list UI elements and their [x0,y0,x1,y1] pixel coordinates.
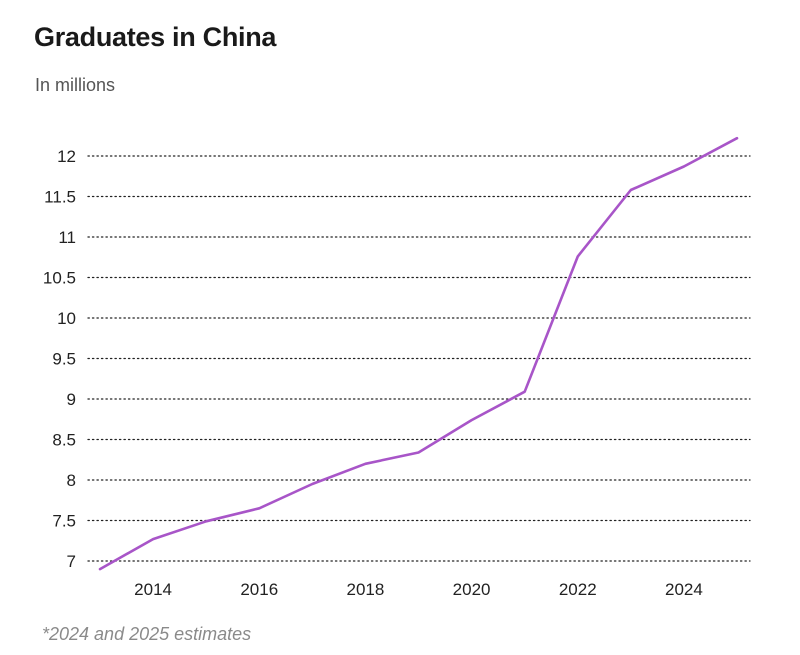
chart-subtitle: In millions [35,75,116,95]
x-tick-label: 2016 [240,580,278,599]
x-axis-ticks: 2014 2016 2018 2020 2022 2024 [134,580,703,599]
x-tick-label: 2024 [665,580,703,599]
y-axis-ticks: 7 7.5 8 8.5 9 9.5 10 10.5 11 11.5 12 [43,147,76,571]
series-line [98,136,739,571]
y-tick-label: 10 [57,309,76,328]
y-tick-label: 8.5 [52,431,76,450]
y-tick-label: 11 [58,228,76,247]
x-tick-label: 2018 [347,580,385,599]
y-tick-label: 7 [67,552,76,571]
y-tick-label: 11.5 [44,188,76,207]
footnote: *2024 and 2025 estimates [42,624,252,644]
y-tick-label: 7.5 [52,512,76,531]
series-layer [98,136,739,571]
gridlines [87,155,751,562]
chart-title: Graduates in China [34,22,277,52]
y-tick-label: 8 [67,471,76,490]
y-tick-label: 12 [57,147,76,166]
x-tick-label: 2014 [134,580,172,599]
x-tick-label: 2022 [559,580,597,599]
x-tick-label: 2020 [453,580,491,599]
y-tick-label: 9 [67,390,76,409]
y-tick-label: 10.5 [43,269,76,288]
y-tick-label: 9.5 [52,350,76,369]
